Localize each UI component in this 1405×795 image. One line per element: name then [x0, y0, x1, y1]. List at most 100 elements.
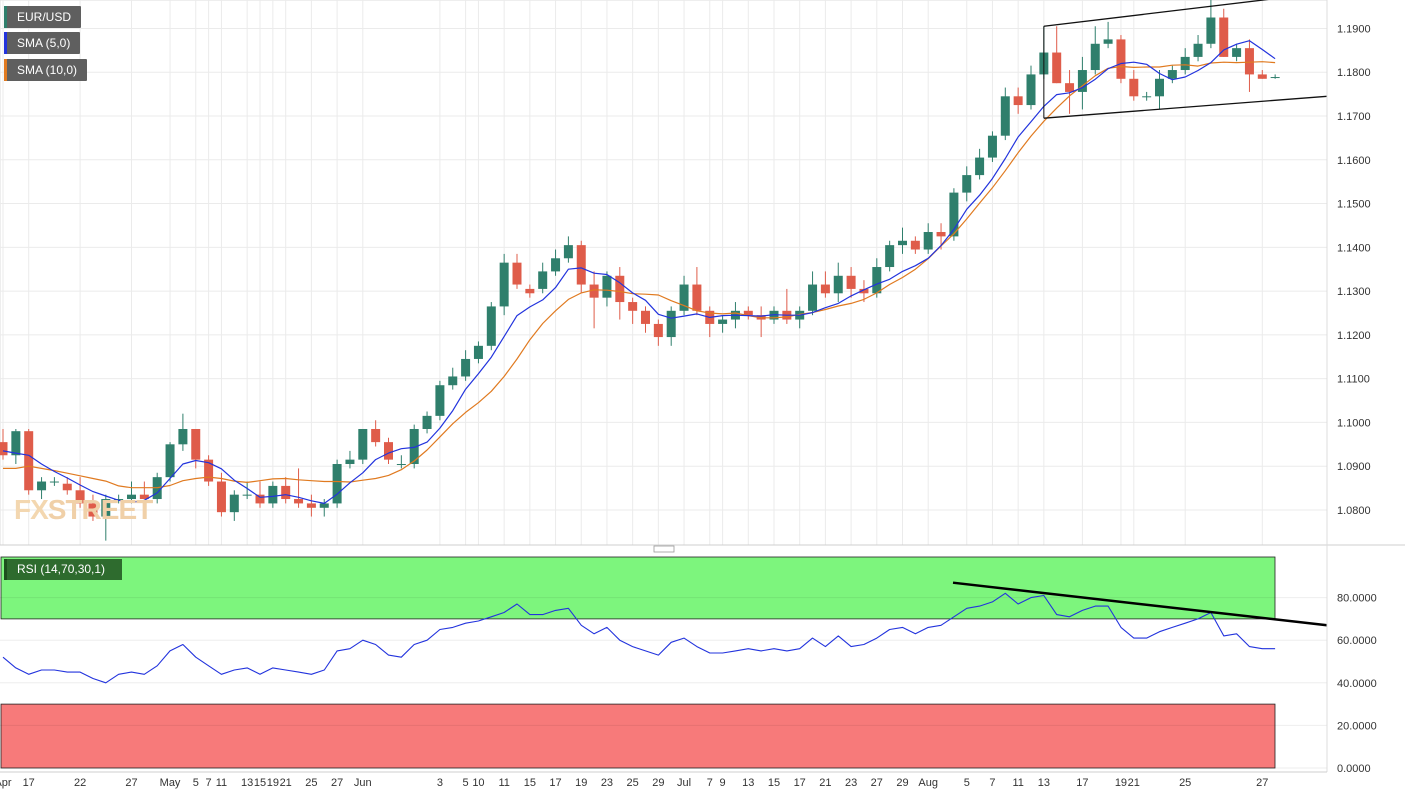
candle-body [551, 258, 561, 272]
candle-body [1155, 78, 1164, 97]
candle-body [885, 245, 895, 268]
candle-body [75, 490, 85, 504]
x-tick-label: 19 [575, 777, 587, 789]
candle-body [615, 275, 625, 303]
candle-body [576, 245, 586, 285]
rsi-tick-label: 40.0000 [1337, 678, 1377, 690]
candle-body [743, 310, 753, 316]
candle-body [0, 442, 8, 456]
x-tick-label: 29 [652, 777, 664, 789]
legend-rsi[interactable]: RSI (14,70,30,1) [4, 559, 123, 580]
rsi-trendline [952, 581, 1328, 627]
candle-body [962, 175, 972, 193]
x-tick-label: Apr [0, 777, 12, 789]
candle-body [178, 428, 188, 445]
candle-body [846, 275, 856, 289]
x-tick-label: 3 [437, 777, 443, 789]
legend-swatch [4, 6, 7, 28]
legend-swatch [4, 32, 7, 54]
candle-body [229, 494, 239, 513]
candle-body [255, 494, 265, 504]
candle-body [833, 275, 843, 294]
x-tick-label: Jul [677, 777, 691, 789]
candle-body [1026, 74, 1036, 106]
candle-body [1232, 48, 1242, 57]
candle-body [1206, 17, 1216, 44]
watermark-logo: FXSTREET [14, 494, 153, 526]
x-tick-label: 17 [1076, 777, 1088, 789]
candle-body [216, 481, 226, 513]
candle-body [923, 232, 933, 250]
candle-body [1180, 56, 1190, 71]
x-tick-label: 21 [1128, 777, 1140, 789]
candle-body [602, 275, 612, 298]
candle-body [653, 323, 663, 338]
candle-body [114, 499, 124, 501]
legend-sma5[interactable]: SMA (5,0) [4, 32, 81, 54]
rsi-tick-label: 0.0000 [1337, 763, 1371, 775]
candle-body [1270, 77, 1280, 79]
candle-body [1052, 52, 1062, 84]
rsi-zones [0, 553, 1327, 772]
legend-swatch [4, 59, 7, 81]
candle-body [11, 431, 21, 456]
x-tick-label: 7 [206, 777, 212, 789]
x-tick-label: 11 [498, 777, 509, 789]
candle-body [242, 494, 252, 496]
rsi-tick-label: 20.0000 [1337, 720, 1377, 732]
candle-body [281, 485, 291, 500]
candle-body [127, 494, 136, 500]
rsi-grid [0, 597, 1327, 769]
candle-body [718, 319, 728, 324]
candle-body [473, 345, 483, 359]
candle-body [422, 415, 432, 429]
candle-body [975, 157, 985, 176]
candle-body [1077, 70, 1087, 92]
x-tick-label: 17 [794, 777, 806, 789]
x-tick-label: 19 [1115, 777, 1127, 789]
x-tick-label: 11 [216, 777, 227, 789]
candle-body [589, 284, 599, 298]
x-tick-label: 5 [193, 777, 199, 789]
price-tick-label: 1.1000 [1337, 417, 1371, 429]
x-tick-label: 5 [964, 777, 970, 789]
rsi-oversold-zone [0, 703, 1276, 769]
legend-sma10[interactable]: SMA (10,0) [4, 59, 88, 81]
candle-body [486, 306, 496, 346]
candle-body [345, 459, 355, 465]
legend-rsi-label: RSI (14,70,30,1) [17, 562, 106, 576]
x-tick-label: 11 [1012, 777, 1023, 789]
rsi-tick-label: 60.0000 [1337, 635, 1377, 647]
candle-body [448, 376, 458, 386]
x-tick-label: 15 [768, 777, 780, 789]
x-tick-label: 23 [845, 777, 857, 789]
x-tick-label: 25 [305, 777, 317, 789]
x-tick-label: 27 [331, 777, 343, 789]
x-tick-label: 15 [254, 777, 266, 789]
sma10-line [3, 61, 1276, 489]
channel-lower-line [1043, 95, 1328, 119]
candle-body [1244, 48, 1254, 75]
channel-upper-line [1043, 0, 1269, 27]
sma5-line [2, 40, 1276, 504]
candle-body [1103, 39, 1113, 44]
legend-eurusd[interactable]: EUR/USD [4, 6, 82, 28]
candle-body [679, 284, 689, 311]
x-tick-label: Aug [918, 777, 938, 789]
candle-body [1219, 17, 1229, 57]
candle-body [808, 284, 818, 311]
candle-body [872, 267, 882, 294]
candle-body [435, 385, 445, 416]
candle-body [692, 284, 702, 311]
price-tick-label: 1.1200 [1337, 330, 1371, 342]
x-tick-label: 27 [125, 777, 137, 789]
rsi-overbought-zone [0, 556, 1276, 620]
candle-body [268, 485, 278, 504]
candle-body [499, 262, 509, 307]
candle-body [820, 284, 830, 294]
watermark-part1: FX [14, 494, 49, 525]
candle-body [294, 499, 304, 504]
x-tick-label: 23 [601, 777, 613, 789]
candle-body [204, 459, 214, 482]
